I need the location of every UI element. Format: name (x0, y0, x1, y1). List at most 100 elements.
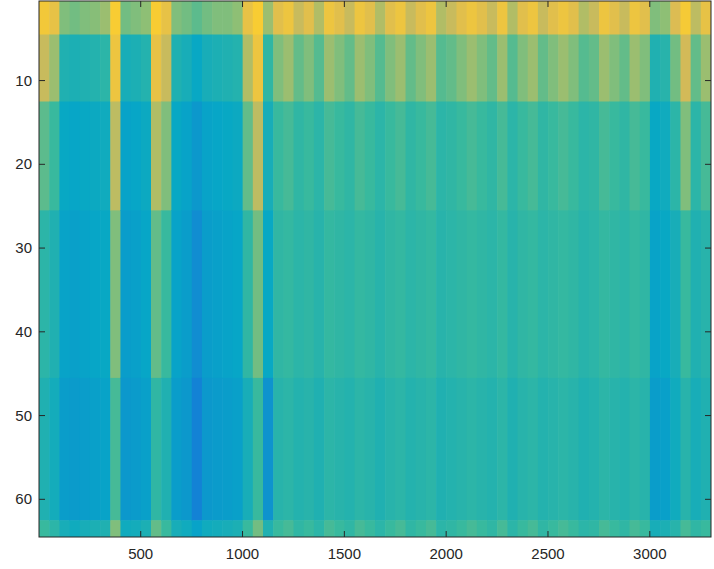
heatmap-cell (589, 520, 600, 537)
heatmap-cell (334, 210, 345, 378)
heatmap-cell (640, 210, 651, 378)
heatmap-cell (90, 1, 101, 35)
heatmap-cell (599, 1, 610, 35)
heatmap-cell (589, 35, 600, 103)
heatmap-cell (650, 520, 661, 537)
y-tick (705, 248, 711, 249)
heatmap-cell (426, 378, 437, 521)
heatmap-cell (416, 520, 427, 537)
heatmap-cell (568, 210, 579, 378)
heatmap-cell (131, 520, 142, 537)
heatmap-cell (365, 102, 376, 211)
heatmap-cell (202, 210, 213, 378)
heatmap-cell (528, 210, 539, 378)
heatmap-cell (660, 102, 671, 211)
heatmap-cell (161, 102, 172, 211)
heatmap-cell (701, 210, 711, 378)
heatmap-cell (375, 35, 386, 103)
heatmap-cell (518, 102, 529, 211)
heatmap-cell (110, 35, 121, 103)
heatmap-cell (131, 102, 142, 211)
heatmap-cell (192, 378, 203, 521)
x-tick (344, 1, 345, 7)
heatmap-cell (548, 378, 559, 521)
heatmap-cell (619, 1, 630, 35)
heatmap-cell (151, 210, 162, 378)
heatmap-cell (182, 35, 193, 103)
heatmap-cell (141, 102, 152, 211)
heatmap-cell (365, 378, 376, 521)
x-tick (649, 1, 650, 7)
heatmap-cell (243, 102, 254, 211)
heatmap-cell (395, 210, 406, 378)
y-tick (39, 415, 45, 416)
x-tick (446, 531, 447, 537)
heatmap-cell (680, 35, 691, 103)
heatmap-cell (670, 102, 681, 211)
heatmap-cell (385, 35, 396, 103)
heatmap-cell (630, 210, 641, 378)
heatmap-cell (609, 1, 620, 35)
heatmap-cell (599, 35, 610, 103)
heatmap-cell (416, 35, 427, 103)
heatmap-cell (446, 378, 457, 521)
x-tick-label: 1500 (328, 545, 361, 562)
heatmap-cell (680, 378, 691, 521)
heatmap-cell (324, 520, 335, 537)
heatmap-cell (579, 378, 590, 521)
heatmap-cell (436, 378, 447, 521)
heatmap-cell (222, 1, 233, 35)
heatmap-cell (232, 520, 243, 537)
heatmap-cell (294, 210, 305, 378)
x-tick (242, 531, 243, 537)
heatmap-cell (151, 378, 162, 521)
heatmap-cell (131, 378, 142, 521)
y-tick (39, 331, 45, 332)
heatmap-cell (680, 210, 691, 378)
heatmap-cell (283, 35, 294, 103)
heatmap-cell (589, 378, 600, 521)
heatmap-cell (222, 520, 233, 537)
heatmap-cell (131, 1, 142, 35)
heatmap-cell (263, 35, 274, 103)
heatmap-cell (446, 102, 457, 211)
heatmap-cell (426, 520, 437, 537)
heatmap-cell (263, 520, 274, 537)
heatmap-cell (619, 378, 630, 521)
heatmap-cell (538, 378, 549, 521)
heatmap-cell (670, 1, 681, 35)
heatmap-cell (416, 1, 427, 35)
heatmap-cell (558, 1, 569, 35)
heatmap-cell (691, 1, 702, 35)
heatmap-cell (304, 35, 315, 103)
y-tick (705, 331, 711, 332)
heatmap-cell (171, 520, 182, 537)
heatmap-cell (120, 35, 131, 103)
heatmap-cell (232, 378, 243, 521)
heatmap-cell (456, 378, 467, 521)
heatmap-cell (518, 210, 529, 378)
heatmap-cell (171, 102, 182, 211)
heatmap-cell (212, 102, 223, 211)
heatmap-cell (294, 1, 305, 35)
heatmap-cell (436, 1, 447, 35)
heatmap-cell (599, 210, 610, 378)
heatmap-cell (456, 102, 467, 211)
heatmap-cell (701, 102, 711, 211)
heatmap-cell (609, 520, 620, 537)
heatmap-cell (243, 378, 254, 521)
heatmap-cell (100, 520, 111, 537)
heatmap-cell (314, 520, 325, 537)
heatmap-cell (589, 102, 600, 211)
heatmap-cell (548, 102, 559, 211)
heatmap-cell (151, 1, 162, 35)
heatmap-cell (222, 35, 233, 103)
heatmap-cell (273, 378, 284, 521)
heatmap-cell (171, 210, 182, 378)
x-tick (242, 1, 243, 7)
x-tick (140, 1, 141, 7)
heatmap-cell (558, 378, 569, 521)
heatmap-cell (650, 210, 661, 378)
heatmap-cell (528, 1, 539, 35)
heatmap-cell (202, 520, 213, 537)
